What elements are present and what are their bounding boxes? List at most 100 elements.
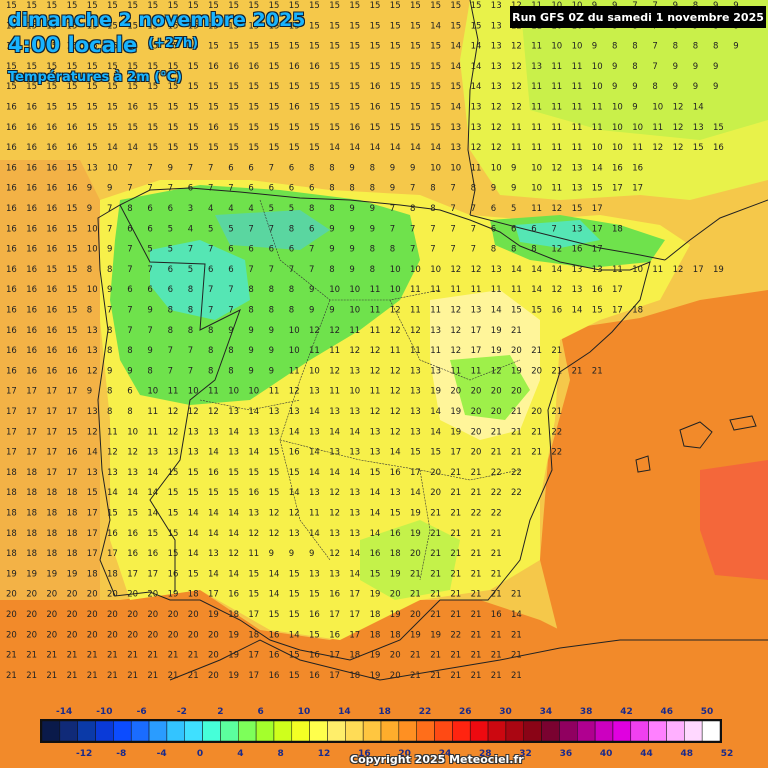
temperature-value: 12 xyxy=(450,306,461,316)
temperature-value: 18 xyxy=(67,529,78,539)
temperature-value: 21 xyxy=(450,529,461,539)
temperature-value: 10 xyxy=(410,265,421,275)
temperature-value: 21 xyxy=(511,590,522,600)
temperature-value: 7 xyxy=(471,204,476,214)
temperature-value: 17 xyxy=(612,184,623,194)
temperature-value: 15 xyxy=(67,265,78,275)
temperature-value: 20 xyxy=(107,590,118,600)
temperature-value: 9 xyxy=(370,224,375,234)
legend-top-label: 10 xyxy=(298,707,311,717)
temperature-value: 15 xyxy=(309,1,320,11)
temperature-value: 11 xyxy=(370,326,381,336)
legend-top-label: 38 xyxy=(580,707,593,717)
temperature-value: 12 xyxy=(188,407,199,417)
temperature-value: 21 xyxy=(430,671,441,681)
temperature-value: 5 xyxy=(289,204,294,214)
temperature-value: 15 xyxy=(26,82,37,92)
temperature-value: 21 xyxy=(471,651,482,661)
temperature-value: 11 xyxy=(450,285,461,295)
cold-spot-north xyxy=(215,210,330,250)
temperature-value: 21 xyxy=(188,671,199,681)
temperature-value: 14 xyxy=(208,529,219,539)
temperature-value: 6 xyxy=(147,204,152,214)
temperature-value: 19 xyxy=(228,651,239,661)
temperature-value: 21 xyxy=(551,366,562,376)
temperature-value: 12 xyxy=(168,427,179,437)
temperature-value: 21 xyxy=(26,671,37,681)
temperature-value: 7 xyxy=(228,184,233,194)
legend-top-label: 26 xyxy=(459,707,472,717)
temperature-value: 8 xyxy=(329,163,334,173)
temperature-value: 20 xyxy=(208,671,219,681)
temperature-value: 15 xyxy=(147,529,158,539)
temperature-value: 19 xyxy=(491,346,502,356)
temperature-value: 17 xyxy=(26,448,37,458)
temperature-value: 12 xyxy=(491,366,502,376)
temperature-value: 20 xyxy=(491,407,502,417)
temperature-value: 21 xyxy=(511,427,522,437)
run-info-box: Run GFS 0Z du samedi 1 novembre 2025 xyxy=(510,6,766,28)
temperature-value: 13 xyxy=(248,427,259,437)
temperature-value: 15 xyxy=(228,1,239,11)
temperature-value: 18 xyxy=(26,468,37,478)
temperature-value: 12 xyxy=(551,285,562,295)
temperature-value: 12 xyxy=(390,326,401,336)
temperature-value: 10 xyxy=(652,103,663,113)
temperature-value: 9 xyxy=(147,346,152,356)
temperature-value: 6 xyxy=(228,245,233,255)
temperature-value: 21 xyxy=(531,448,542,458)
temperature-value: 12 xyxy=(471,143,482,153)
temperature-value: 12 xyxy=(551,245,562,255)
legend-cell xyxy=(273,720,293,742)
temperature-value: 15 xyxy=(430,1,441,11)
border-6 xyxy=(199,399,301,411)
temperature-value: 21 xyxy=(592,366,603,376)
temperature-value: 11 xyxy=(309,346,320,356)
temperature-value: 15 xyxy=(410,123,421,133)
temperature-value: 16 xyxy=(67,184,78,194)
temperature-value: 7 xyxy=(147,265,152,275)
parameter-label: Températures à 2m (°C) xyxy=(8,70,183,85)
temperature-value: 9 xyxy=(511,184,516,194)
temperature-value: 13 xyxy=(349,366,360,376)
temperature-value: 21 xyxy=(471,590,482,600)
temperature-value: 7 xyxy=(450,204,455,214)
temperature-value: 16 xyxy=(329,590,340,600)
temperature-value: 15 xyxy=(289,590,300,600)
temperature-value: 12 xyxy=(450,326,461,336)
legend-cell xyxy=(220,720,239,742)
temperature-value: 16 xyxy=(26,285,37,295)
temperature-value: 15 xyxy=(147,62,158,72)
legend-bottom-label: 36 xyxy=(560,749,573,759)
temperature-value: 15 xyxy=(390,42,401,52)
temperature-value: 15 xyxy=(188,123,199,133)
temperature-value: 21 xyxy=(107,671,118,681)
temperature-value: 11 xyxy=(410,346,421,356)
temperature-value: 9 xyxy=(168,163,173,173)
temperature-value: 16 xyxy=(26,265,37,275)
temperature-value: 8 xyxy=(632,62,637,72)
temperature-value: 14 xyxy=(289,630,300,640)
temperature-value: 15 xyxy=(127,1,138,11)
temperature-value: 15 xyxy=(248,143,259,153)
temperature-value: 18 xyxy=(6,468,17,478)
temperature-value: 10 xyxy=(551,42,562,52)
temperature-value: 15 xyxy=(289,671,300,681)
temperature-value: 15 xyxy=(6,1,17,11)
temperature-value: 8 xyxy=(289,224,294,234)
legend-top-labels: -14 -10 -6 -2 2 6 10 14 18 22 26 30 34 38 42 46 50 xyxy=(56,707,713,717)
copyright-notice: Copyright 2025 Meteociel.fr xyxy=(350,753,524,766)
temperature-value: 15 xyxy=(228,42,239,52)
temperature-value: 17 xyxy=(612,285,623,295)
temperature-value: 14 xyxy=(329,427,340,437)
temperature-value: 15 xyxy=(67,245,78,255)
temperature-value: 21 xyxy=(87,651,98,661)
temperature-value: 12 xyxy=(329,549,340,559)
temperature-value: 15 xyxy=(430,448,441,458)
temperature-value: 8 xyxy=(188,306,193,316)
temperature-value: 15 xyxy=(349,42,360,52)
temperature-value: 21 xyxy=(450,549,461,559)
temperature-value: 7 xyxy=(188,346,193,356)
temperature-value: 16 xyxy=(612,163,623,173)
